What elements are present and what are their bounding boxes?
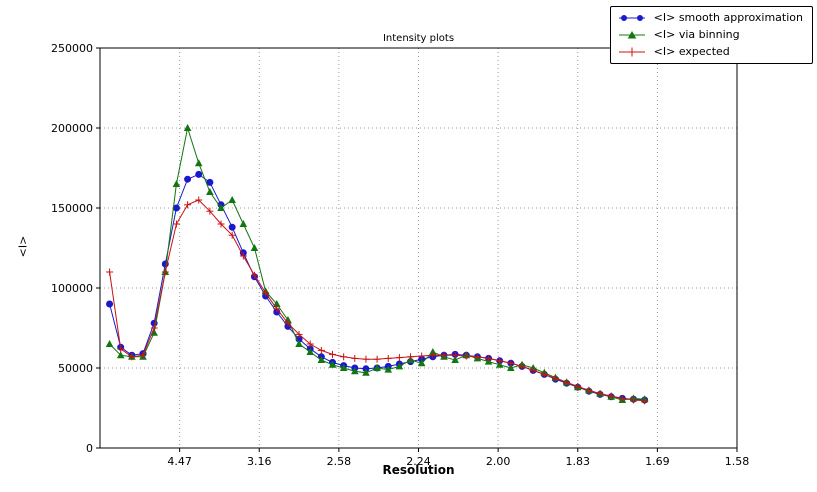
triangle-marker-icon [339, 364, 348, 371]
triangle-marker-icon [373, 364, 381, 371]
x-tick-label: 2.24 [406, 455, 431, 468]
y-tick-label: 0 [86, 442, 93, 455]
circle-marker-icon [106, 300, 114, 308]
circle-marker-icon [195, 170, 203, 178]
triangle-marker-icon [183, 124, 192, 131]
x-tick-label: 2.00 [486, 455, 511, 468]
y-axis-label: <I> [16, 235, 30, 257]
legend-item-smooth: <I> smooth approximation [617, 11, 803, 25]
legend-circle-marker-icon [620, 15, 627, 21]
legend: <I> smooth approximation <I> via binning… [609, 6, 813, 64]
circle-line-marker-icon [618, 15, 645, 21]
triangle-marker-icon [417, 359, 426, 367]
y-tick-label: 50000 [58, 362, 93, 375]
legend-item-binning: <I> via binning [617, 28, 803, 42]
triangle-marker-icon [395, 362, 404, 370]
triangle-marker-icon [351, 367, 359, 375]
legend-circle-marker-icon [636, 15, 643, 21]
chart-title: Intensity plots [382, 33, 455, 44]
x-tick-label: 2.58 [327, 455, 352, 468]
triangle-marker-icon [194, 159, 203, 167]
triangle-marker-icon [451, 356, 459, 363]
x-tick-label: 1.58 [725, 455, 750, 468]
y-axis-label-wrap: <I> [8, 0, 38, 492]
y-tick-label: 150000 [51, 202, 93, 215]
triangle-marker-icon [362, 368, 370, 376]
triangle-marker-icon [206, 188, 214, 195]
circle-marker-icon [206, 178, 214, 186]
plus-line-marker-icon [618, 47, 645, 57]
triangle-marker-icon [239, 220, 248, 227]
triangle-marker-icon [172, 180, 181, 187]
x-tick-label: 1.69 [645, 455, 670, 468]
y-tick-label: 100000 [51, 282, 93, 295]
triangle-marker-icon [429, 348, 437, 355]
x-tick-label: 1.83 [566, 455, 591, 468]
legend-triangle-marker-icon [627, 31, 636, 39]
triangle-line-marker-icon [618, 31, 645, 39]
triangle-marker-icon [150, 328, 158, 336]
triangle-marker-icon [217, 204, 225, 211]
triangle-marker-icon [295, 340, 303, 347]
triangle-marker-icon [105, 340, 114, 347]
triangle-marker-icon [384, 365, 393, 373]
triangle-marker-icon [306, 348, 315, 355]
triangle-marker-icon [507, 364, 515, 371]
triangle-marker-icon [328, 360, 337, 368]
legend-label-smooth: <I> smooth approximation [653, 11, 803, 24]
x-tick-label: 4.47 [167, 455, 192, 468]
triangle-marker-icon [116, 351, 125, 359]
circle-marker-icon [184, 175, 192, 183]
triangle-marker-icon [250, 244, 259, 251]
circle-marker-icon [228, 223, 236, 231]
legend-item-expected: <I> expected [617, 45, 803, 59]
legend-label-expected: <I> expected [653, 45, 730, 58]
y-tick-label: 250000 [51, 42, 93, 55]
triangle-marker-icon [228, 196, 236, 203]
legend-label-binning: <I> via binning [653, 28, 740, 41]
y-tick-label: 200000 [51, 122, 93, 135]
triangle-marker-icon [317, 356, 326, 363]
x-tick-label: 3.16 [247, 455, 272, 468]
circle-marker-icon [172, 204, 180, 212]
x-axis-label: Resolution [382, 463, 455, 477]
